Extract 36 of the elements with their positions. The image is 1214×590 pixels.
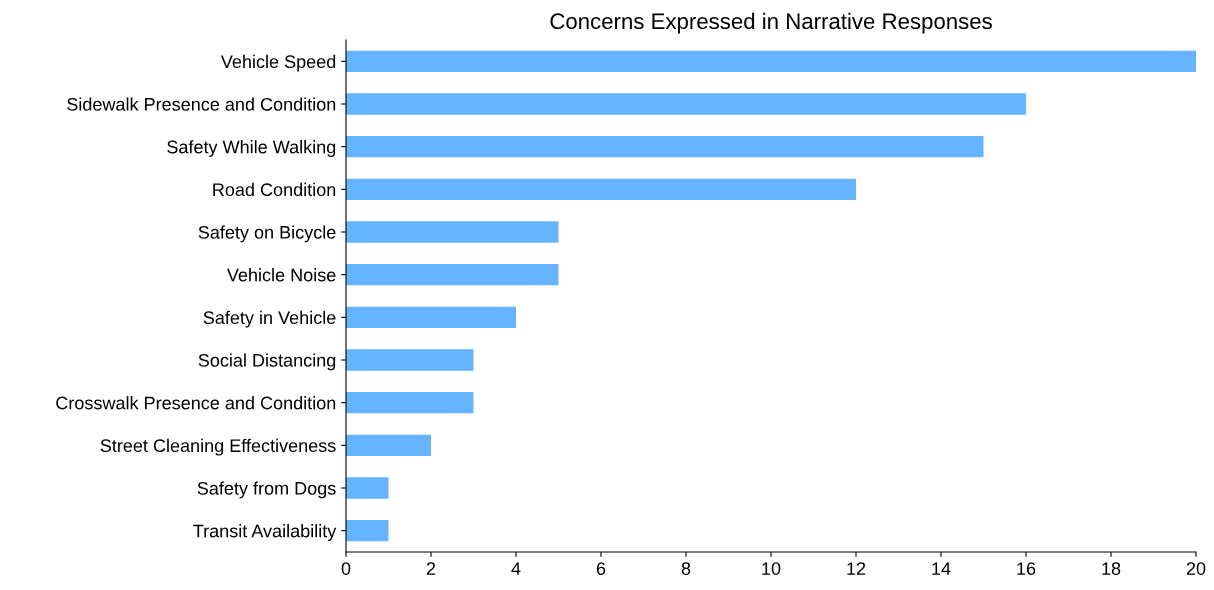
bar [346,178,856,200]
x-tick-label: 0 [341,562,351,575]
x-tick-label: 4 [511,562,521,575]
x-tick-label: 20 [1186,562,1206,575]
bar [346,349,474,371]
bar [346,136,984,158]
y-tick-label: Sidewalk Presence and Condition [67,97,336,111]
bar [346,477,389,499]
bar [346,434,431,456]
x-tick-label: 8 [681,562,691,575]
bar [346,50,1196,72]
y-tick-label: Vehicle Noise [226,268,336,282]
x-tick-label: 14 [932,562,951,575]
y-tick-label: Safety in Vehicle [203,310,336,328]
bar [346,306,516,328]
x-tick-label: 6 [596,562,606,575]
bar [346,520,389,542]
y-tick-label: Crosswalk Presence and Condition [56,396,336,410]
y-tick-label: Safety While Walking [167,140,336,157]
bar [346,221,559,243]
x-tick-label: 2 [426,562,436,575]
y-tick-label: Transit Availability [193,524,337,541]
bar [346,392,474,414]
chart-title: Concerns Expressed in Narrative Responses [550,12,992,34]
x-tick-label: 10 [762,562,781,575]
y-tick-label: Road Condition [213,182,336,197]
bar [346,93,1026,115]
x-tick-label: 18 [1102,562,1121,575]
y-tick-label: Vehicle Speed [220,54,336,72]
y-tick-label: Safety from Dogs [197,481,336,499]
y-tick-label: Social Distancing [198,353,336,371]
x-tick-label: 12 [847,562,866,575]
y-tick-label: Street Cleaning Effectiveness [100,438,336,456]
x-tick-label: 16 [1017,562,1036,575]
bar [346,264,559,286]
y-tick-label: Safety on Bicycle [198,225,336,243]
